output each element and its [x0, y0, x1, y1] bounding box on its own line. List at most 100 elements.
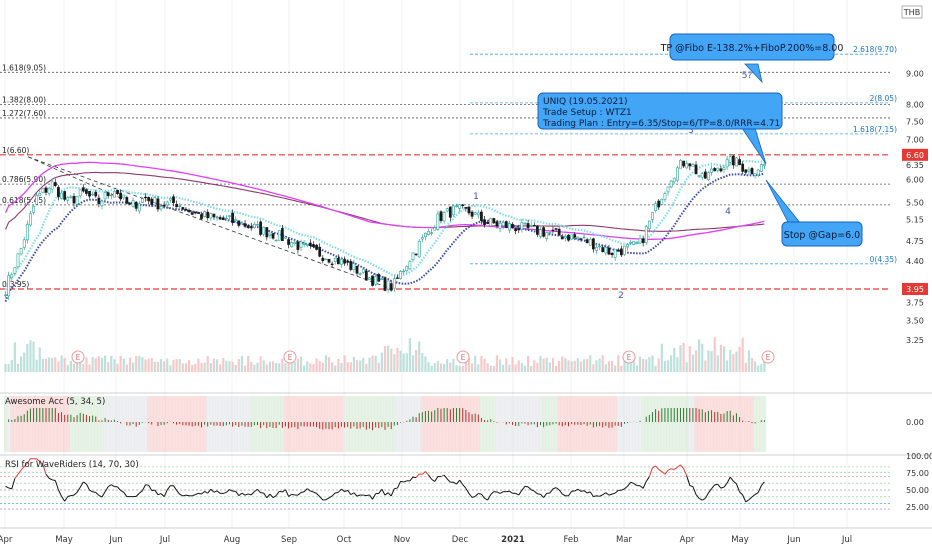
volume-bar [172, 360, 175, 372]
fib-level-label: 1(6.60) [2, 146, 29, 155]
ao-background-band [753, 396, 757, 452]
rsi-line-segment [459, 479, 464, 485]
rsi-line-segment [549, 488, 554, 494]
plan-callout[interactable]: UNIQ (19.05.2021) Trade Setup : WTZ1 Tra… [537, 92, 783, 165]
candle-body [10, 274, 14, 279]
candle-body [517, 228, 521, 231]
candle-body [116, 190, 119, 194]
candle-body [280, 228, 284, 241]
price-tick-label: 3.25 [906, 336, 924, 345]
volume-bar [411, 355, 415, 372]
time-tick-label: Sep [281, 535, 297, 545]
rsi-line-segment [384, 492, 389, 496]
volume-bar [716, 355, 719, 372]
ao-background-band [691, 396, 695, 452]
candle-body [632, 240, 636, 245]
ao-background-band [747, 396, 751, 452]
ao-background-band [703, 396, 708, 452]
candle-body [554, 228, 558, 230]
candle-body [256, 224, 259, 226]
fib-ext-label: 0(4.35) [870, 255, 897, 264]
candle-body [162, 204, 166, 207]
volume-bars [4, 337, 766, 372]
ao-background-band [520, 396, 524, 452]
candle-body [32, 206, 35, 213]
volume-bar [691, 354, 694, 372]
candle-body [25, 223, 29, 241]
volume-bar [679, 345, 682, 372]
rsi-line-segment [602, 492, 607, 496]
fib-level-label: 0.618(5.45) [2, 196, 46, 205]
volume-bar [191, 364, 194, 372]
candle-body [595, 246, 598, 251]
candle-body [268, 233, 272, 236]
candle-body [557, 228, 561, 236]
earnings-marker [456, 350, 470, 364]
ao-background-band [91, 396, 95, 452]
ao-background-band [47, 396, 51, 452]
candle-body [243, 223, 247, 227]
ao-background-band [414, 396, 418, 452]
rsi-line-segment [533, 490, 538, 495]
volume-bar [533, 360, 536, 372]
earnings-marker [71, 350, 85, 364]
tp-callout[interactable]: TP @Fibo E-138.2%+FiboP.200%=8.00 [660, 33, 844, 84]
candle-body [234, 219, 238, 222]
candle-body [358, 273, 362, 275]
volume-bar [128, 357, 132, 372]
rsi-line-segment [123, 491, 128, 497]
volume-bar [492, 365, 495, 372]
volume-bar [393, 354, 396, 372]
stop-callout[interactable]: Stop @Gap=6.0 [765, 179, 863, 247]
ao-background-band [492, 396, 496, 452]
candle-body [660, 198, 664, 205]
rsi-line-segment [5, 485, 9, 489]
volume-bar [234, 364, 237, 372]
rsi-line-segment [350, 492, 355, 496]
candle-body [414, 253, 418, 256]
rsi-line-segment [586, 491, 591, 494]
ao-background-band [408, 396, 412, 452]
ao-background-band [473, 396, 478, 452]
rsi-line-segment [11, 478, 16, 490]
candle-body [100, 200, 104, 207]
rsi-line-segment [624, 485, 628, 490]
volume-bar [368, 357, 371, 372]
volume-bar [707, 350, 710, 372]
volume-bar [586, 359, 589, 372]
rsi-line-segment [583, 490, 588, 494]
time-tick-label: Mar [616, 535, 633, 545]
rsi-axis-label: 25.00 [906, 503, 929, 512]
candle-body [604, 247, 608, 254]
rsi-line-segment [381, 489, 386, 496]
rsi-line-segment [241, 492, 246, 496]
candle-body [141, 198, 144, 203]
ao-background-band [489, 396, 493, 452]
rsi-line-segment [443, 474, 448, 480]
rsi-line-segment [369, 494, 373, 500]
candle-body [672, 177, 676, 183]
candle-body [215, 216, 219, 219]
ao-background-band [486, 396, 490, 452]
volume-bar [175, 359, 178, 372]
candle-body [206, 211, 210, 219]
volume-bar [713, 337, 716, 372]
rsi-line-segment [223, 491, 227, 494]
candle-body [196, 212, 200, 214]
candle-body [669, 180, 673, 188]
rsi-line-segment [409, 476, 414, 482]
fibonacci-levels: 0(3.95) 0.618(5.45) 0.786(5.90) 1(6.60) 1.27… [0, 45, 897, 290]
volume-bar [654, 365, 657, 372]
volume-bar [582, 359, 586, 372]
ao-title: Awesome Acc (5, 34, 5) [5, 397, 105, 407]
candle-body [315, 244, 318, 250]
candle-body [302, 243, 306, 245]
volume-bar [318, 361, 321, 372]
rsi-line-segment [201, 491, 205, 495]
candle-body [7, 275, 11, 297]
rsi-line-segment [272, 495, 277, 499]
rsi-line-segment [70, 494, 75, 497]
rsi-line-segment [658, 469, 663, 472]
candle-body [489, 218, 493, 227]
